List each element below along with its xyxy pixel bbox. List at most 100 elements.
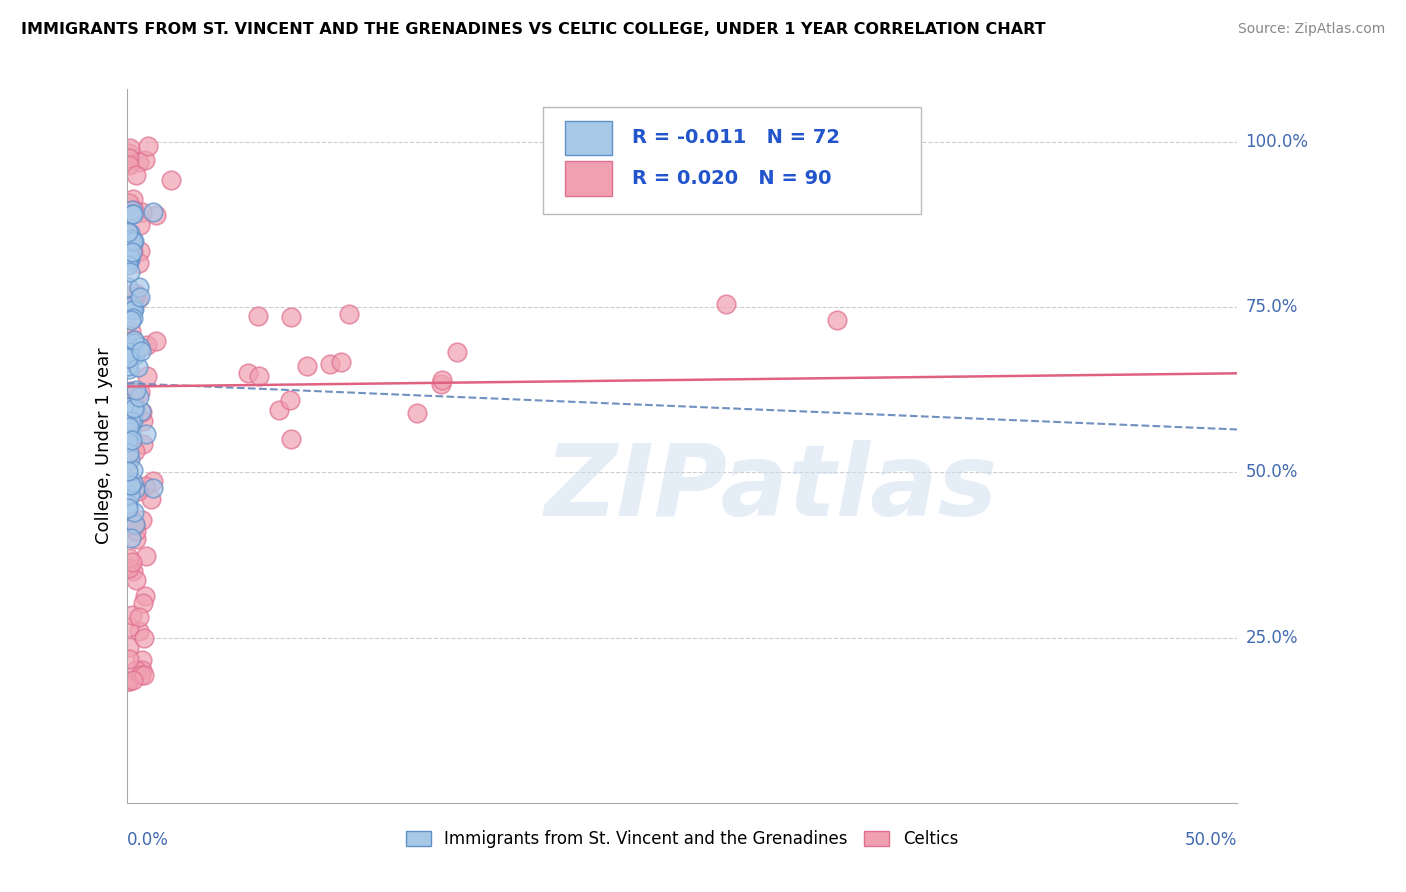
Point <box>118 561 141 575</box>
Point <box>121 333 143 347</box>
Point <box>118 151 141 165</box>
Point <box>131 404 153 418</box>
Point <box>118 203 141 218</box>
Point <box>117 351 139 365</box>
Point <box>139 491 162 506</box>
Point <box>127 483 149 498</box>
Point <box>132 668 155 682</box>
Point <box>120 384 142 399</box>
Point <box>127 359 149 374</box>
Point <box>121 463 143 477</box>
Point <box>129 340 152 354</box>
Point <box>118 419 141 434</box>
Text: 25.0%: 25.0% <box>1246 629 1298 647</box>
Point <box>125 168 148 182</box>
Point <box>122 564 145 578</box>
Point <box>430 372 453 386</box>
Point <box>120 479 142 493</box>
Point <box>122 401 145 416</box>
Point <box>716 297 738 311</box>
Point <box>125 383 148 397</box>
Point <box>142 205 165 219</box>
Point <box>135 426 157 441</box>
Point <box>120 349 142 363</box>
Point <box>120 488 142 502</box>
Point <box>118 348 141 362</box>
Point <box>118 673 141 688</box>
Point <box>124 518 146 533</box>
Point <box>120 426 142 441</box>
Point <box>122 387 145 401</box>
Point <box>121 608 143 623</box>
Point <box>118 145 141 160</box>
Point <box>129 668 152 682</box>
Text: Source: ZipAtlas.com: Source: ZipAtlas.com <box>1237 22 1385 37</box>
Point <box>131 663 153 677</box>
Point <box>120 141 142 155</box>
Text: 50.0%: 50.0% <box>1246 464 1298 482</box>
Point <box>121 673 143 687</box>
Text: IMMIGRANTS FROM ST. VINCENT AND THE GRENADINES VS CELTIC COLLEGE, UNDER 1 YEAR C: IMMIGRANTS FROM ST. VINCENT AND THE GREN… <box>21 22 1046 37</box>
Point <box>118 254 141 268</box>
Point <box>125 533 148 547</box>
Point <box>117 225 139 239</box>
Point <box>122 292 145 306</box>
Point <box>125 663 148 677</box>
Point <box>121 555 143 569</box>
Legend: Immigrants from St. Vincent and the Grenadines, Celtics: Immigrants from St. Vincent and the Gren… <box>399 824 965 855</box>
Point <box>128 624 150 639</box>
Point <box>134 589 156 603</box>
FancyBboxPatch shape <box>543 107 921 214</box>
Point <box>121 206 143 220</box>
Point <box>118 640 141 655</box>
Point <box>122 202 145 217</box>
Point <box>122 244 145 258</box>
Point <box>118 226 141 240</box>
Point <box>125 524 148 539</box>
Point <box>118 349 141 363</box>
Point <box>124 286 146 301</box>
Point <box>124 517 146 532</box>
Point <box>120 313 142 327</box>
Point <box>278 392 301 407</box>
Point <box>118 620 141 634</box>
Text: 100.0%: 100.0% <box>1246 133 1309 151</box>
Point <box>145 208 167 222</box>
Point <box>117 464 139 478</box>
Point <box>120 478 142 492</box>
Point <box>124 403 146 417</box>
Point <box>430 377 453 392</box>
Point <box>132 414 155 428</box>
Point <box>128 609 150 624</box>
Point <box>269 402 291 417</box>
Text: 75.0%: 75.0% <box>1246 298 1298 317</box>
Point <box>117 417 139 432</box>
Point <box>118 446 141 460</box>
Point <box>280 310 302 324</box>
Point <box>118 362 141 376</box>
Point <box>120 232 142 246</box>
Point <box>136 138 159 153</box>
Point <box>129 384 152 399</box>
Point <box>329 355 352 369</box>
Point <box>128 244 150 258</box>
FancyBboxPatch shape <box>565 161 612 195</box>
Point <box>124 444 146 458</box>
Point <box>121 299 143 313</box>
Point <box>118 400 141 414</box>
Point <box>117 253 139 268</box>
Point <box>117 258 139 272</box>
Point <box>132 596 155 610</box>
Point <box>132 631 155 645</box>
Point <box>118 345 141 359</box>
Point <box>129 219 152 233</box>
Point <box>160 173 183 187</box>
Point <box>117 434 139 449</box>
Point <box>319 357 342 371</box>
Point <box>121 303 143 318</box>
Text: 50.0%: 50.0% <box>1185 831 1237 849</box>
Point <box>120 425 142 439</box>
Point <box>131 436 153 450</box>
Text: R = 0.020   N = 90: R = 0.020 N = 90 <box>631 169 831 188</box>
Point <box>121 335 143 350</box>
